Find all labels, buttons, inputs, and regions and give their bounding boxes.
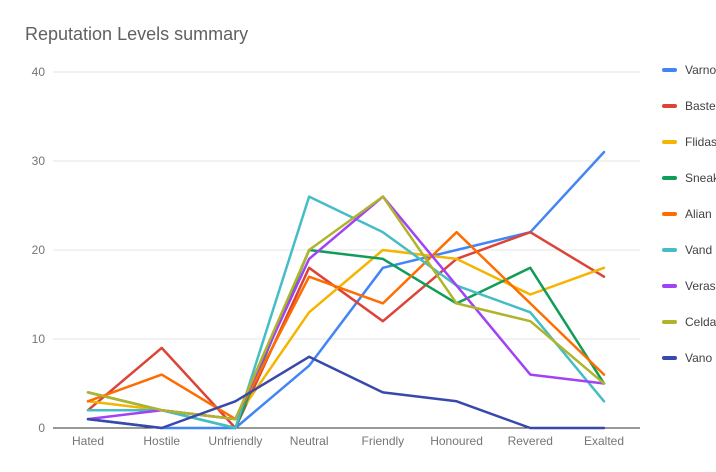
legend-swatch <box>662 176 677 180</box>
series-line-alian[interactable] <box>86 230 606 421</box>
legend-label: Vano <box>685 351 713 365</box>
x-tick-label: Hostile <box>143 434 181 448</box>
y-tick-label: 40 <box>31 65 45 79</box>
series-line-veras[interactable] <box>86 195 606 421</box>
legend-swatch <box>662 248 677 252</box>
legend-item-alian[interactable]: Alian <box>662 207 712 221</box>
legend-swatch <box>662 68 677 72</box>
legend-item-celda[interactable]: Celda <box>662 315 716 329</box>
legend-item-sneak[interactable]: Sneak <box>662 171 716 185</box>
y-tick-label: 10 <box>31 332 45 346</box>
series-line-baste[interactable] <box>86 230 606 430</box>
x-tick-label: Friendly <box>361 434 405 448</box>
legend-item-vand[interactable]: Vand <box>662 243 712 257</box>
legend-item-baste[interactable]: Baste <box>662 99 716 113</box>
legend-label: Veras <box>685 279 716 293</box>
legend-swatch <box>662 356 677 360</box>
legend-label: Alian <box>685 207 712 221</box>
legend-swatch <box>662 212 677 216</box>
series-line-varno[interactable] <box>86 150 606 430</box>
legend-item-vano[interactable]: Vano <box>662 351 712 365</box>
x-tick-label: Exalted <box>583 434 625 448</box>
legend-label: Sneak <box>685 171 716 185</box>
series-line-flidas[interactable] <box>86 248 606 421</box>
legend-swatch <box>662 320 677 324</box>
legend-label: Flidas <box>685 135 716 149</box>
x-tick-label: Revered <box>507 434 553 448</box>
legend-item-varno[interactable]: Varno <box>662 63 716 77</box>
y-tick-label: 0 <box>38 421 45 435</box>
x-tick-label: Neutral <box>289 434 329 448</box>
legend-swatch <box>662 284 677 288</box>
y-tick-label: 20 <box>31 243 45 257</box>
x-tick-label: Unfriendly <box>208 434 263 448</box>
chart-title: Reputation Levels summary <box>25 24 249 44</box>
legend-item-flidas[interactable]: Flidas <box>662 135 716 149</box>
legend-swatch <box>662 140 677 144</box>
series-line-vano[interactable] <box>86 355 606 430</box>
legend-swatch <box>662 104 677 108</box>
legend-label: Celda <box>685 315 716 329</box>
x-tick-label: Honoured <box>430 434 483 448</box>
legend-label: Vand <box>685 243 713 257</box>
legend-label: Baste <box>685 99 716 113</box>
legend-label: Varno <box>685 63 716 77</box>
y-tick-label: 30 <box>31 154 45 168</box>
series-line-vand[interactable] <box>86 195 606 430</box>
x-tick-label: Hated <box>71 434 105 448</box>
series-line-celda[interactable] <box>86 195 606 421</box>
legend-item-veras[interactable]: Veras <box>662 279 716 293</box>
